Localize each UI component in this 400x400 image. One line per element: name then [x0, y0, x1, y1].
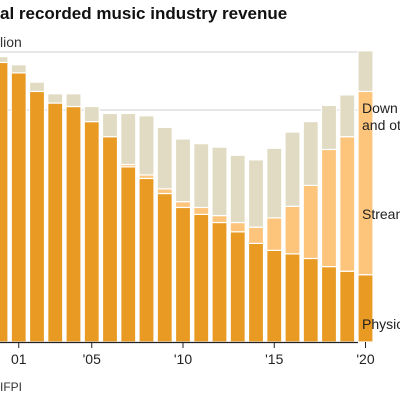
tick-label-2010: '10: [174, 351, 192, 367]
bar-streaming-2013: [229, 221, 246, 233]
bar-physical-2013: [229, 231, 246, 343]
tick-label-2001: 01: [11, 351, 27, 367]
bar-streaming-2017: [302, 184, 319, 260]
bar-downloads-2000: [0, 56, 9, 64]
bar-downloads-2002: [28, 81, 46, 93]
bar-downloads-2015: [266, 147, 283, 219]
bar-physical-2009: [156, 192, 173, 343]
bar-downloads-2013: [229, 154, 246, 224]
bar-physical-2003: [47, 102, 64, 343]
bars: [0, 50, 374, 343]
bar-downloads-2001: [10, 64, 27, 74]
bar-streaming-2015: [266, 217, 283, 251]
source-note: IFPI: [0, 380, 23, 394]
bar-physical-2017: [302, 257, 319, 343]
bar-physical-2004: [65, 105, 82, 343]
bar-downloads-2009: [156, 126, 173, 190]
bar-physical-2002: [28, 90, 46, 343]
bar-physical-2015: [266, 249, 283, 343]
bar-downloads-2020: [357, 50, 374, 93]
bar-downloads-2004: [65, 93, 82, 108]
bar-streaming-2009: [156, 188, 173, 195]
bar-physical-2007: [120, 166, 137, 343]
bar-physical-2019: [339, 270, 356, 343]
bar-downloads-2018: [320, 104, 338, 151]
bar-downloads-2003: [47, 93, 64, 104]
tick-label-2015: '15: [265, 351, 283, 367]
bar-downloads-2008: [138, 115, 155, 176]
bar-downloads-2006: [101, 112, 119, 138]
bar-downloads-2012: [211, 146, 228, 217]
tick-label-2005: '05: [83, 351, 101, 367]
bar-physical-2001: [10, 72, 27, 343]
bar-streaming-2012: [211, 214, 228, 224]
bar-physical-2011: [193, 213, 210, 343]
bar-streaming-2016: [284, 205, 301, 255]
bar-streaming-2010: [174, 201, 192, 209]
bar-downloads-2005: [83, 105, 100, 123]
bar-downloads-2016: [284, 131, 301, 207]
bar-physical-2005: [83, 120, 100, 343]
legend-label-downloads: and ot: [362, 117, 400, 133]
bar-streaming-2011: [193, 206, 210, 216]
bar-physical-2000: [0, 61, 9, 343]
bar-streaming-2018: [320, 148, 338, 268]
legend-label-downloads: Down: [362, 100, 398, 116]
bar-physical-2010: [174, 206, 192, 343]
bar-downloads-2014: [247, 159, 265, 228]
bar-downloads-2010: [174, 138, 192, 203]
bar-physical-2016: [284, 253, 301, 343]
bar-physical-2008: [138, 177, 155, 343]
bar-downloads-2017: [302, 120, 319, 186]
chart-title: al recorded music industry revenue: [0, 4, 288, 23]
bar-physical-2014: [247, 242, 265, 343]
tick-label-2020: '20: [356, 351, 374, 367]
unit-label: lion: [0, 34, 22, 50]
bar-physical-2018: [320, 266, 338, 343]
bar-downloads-2011: [193, 143, 210, 209]
bar-physical-2006: [101, 136, 119, 343]
legend-label-physical: Physic: [362, 316, 400, 332]
bar-streaming-2019: [339, 136, 356, 272]
x-tick-labels: 01 '05 '10 '15 '20: [11, 342, 375, 367]
bar-physical-2012: [211, 221, 228, 343]
legend-label-streaming: Strean: [362, 206, 400, 222]
bar-downloads-2019: [339, 94, 356, 138]
bar-streaming-2014: [247, 226, 265, 245]
bar-downloads-2007: [120, 112, 137, 166]
